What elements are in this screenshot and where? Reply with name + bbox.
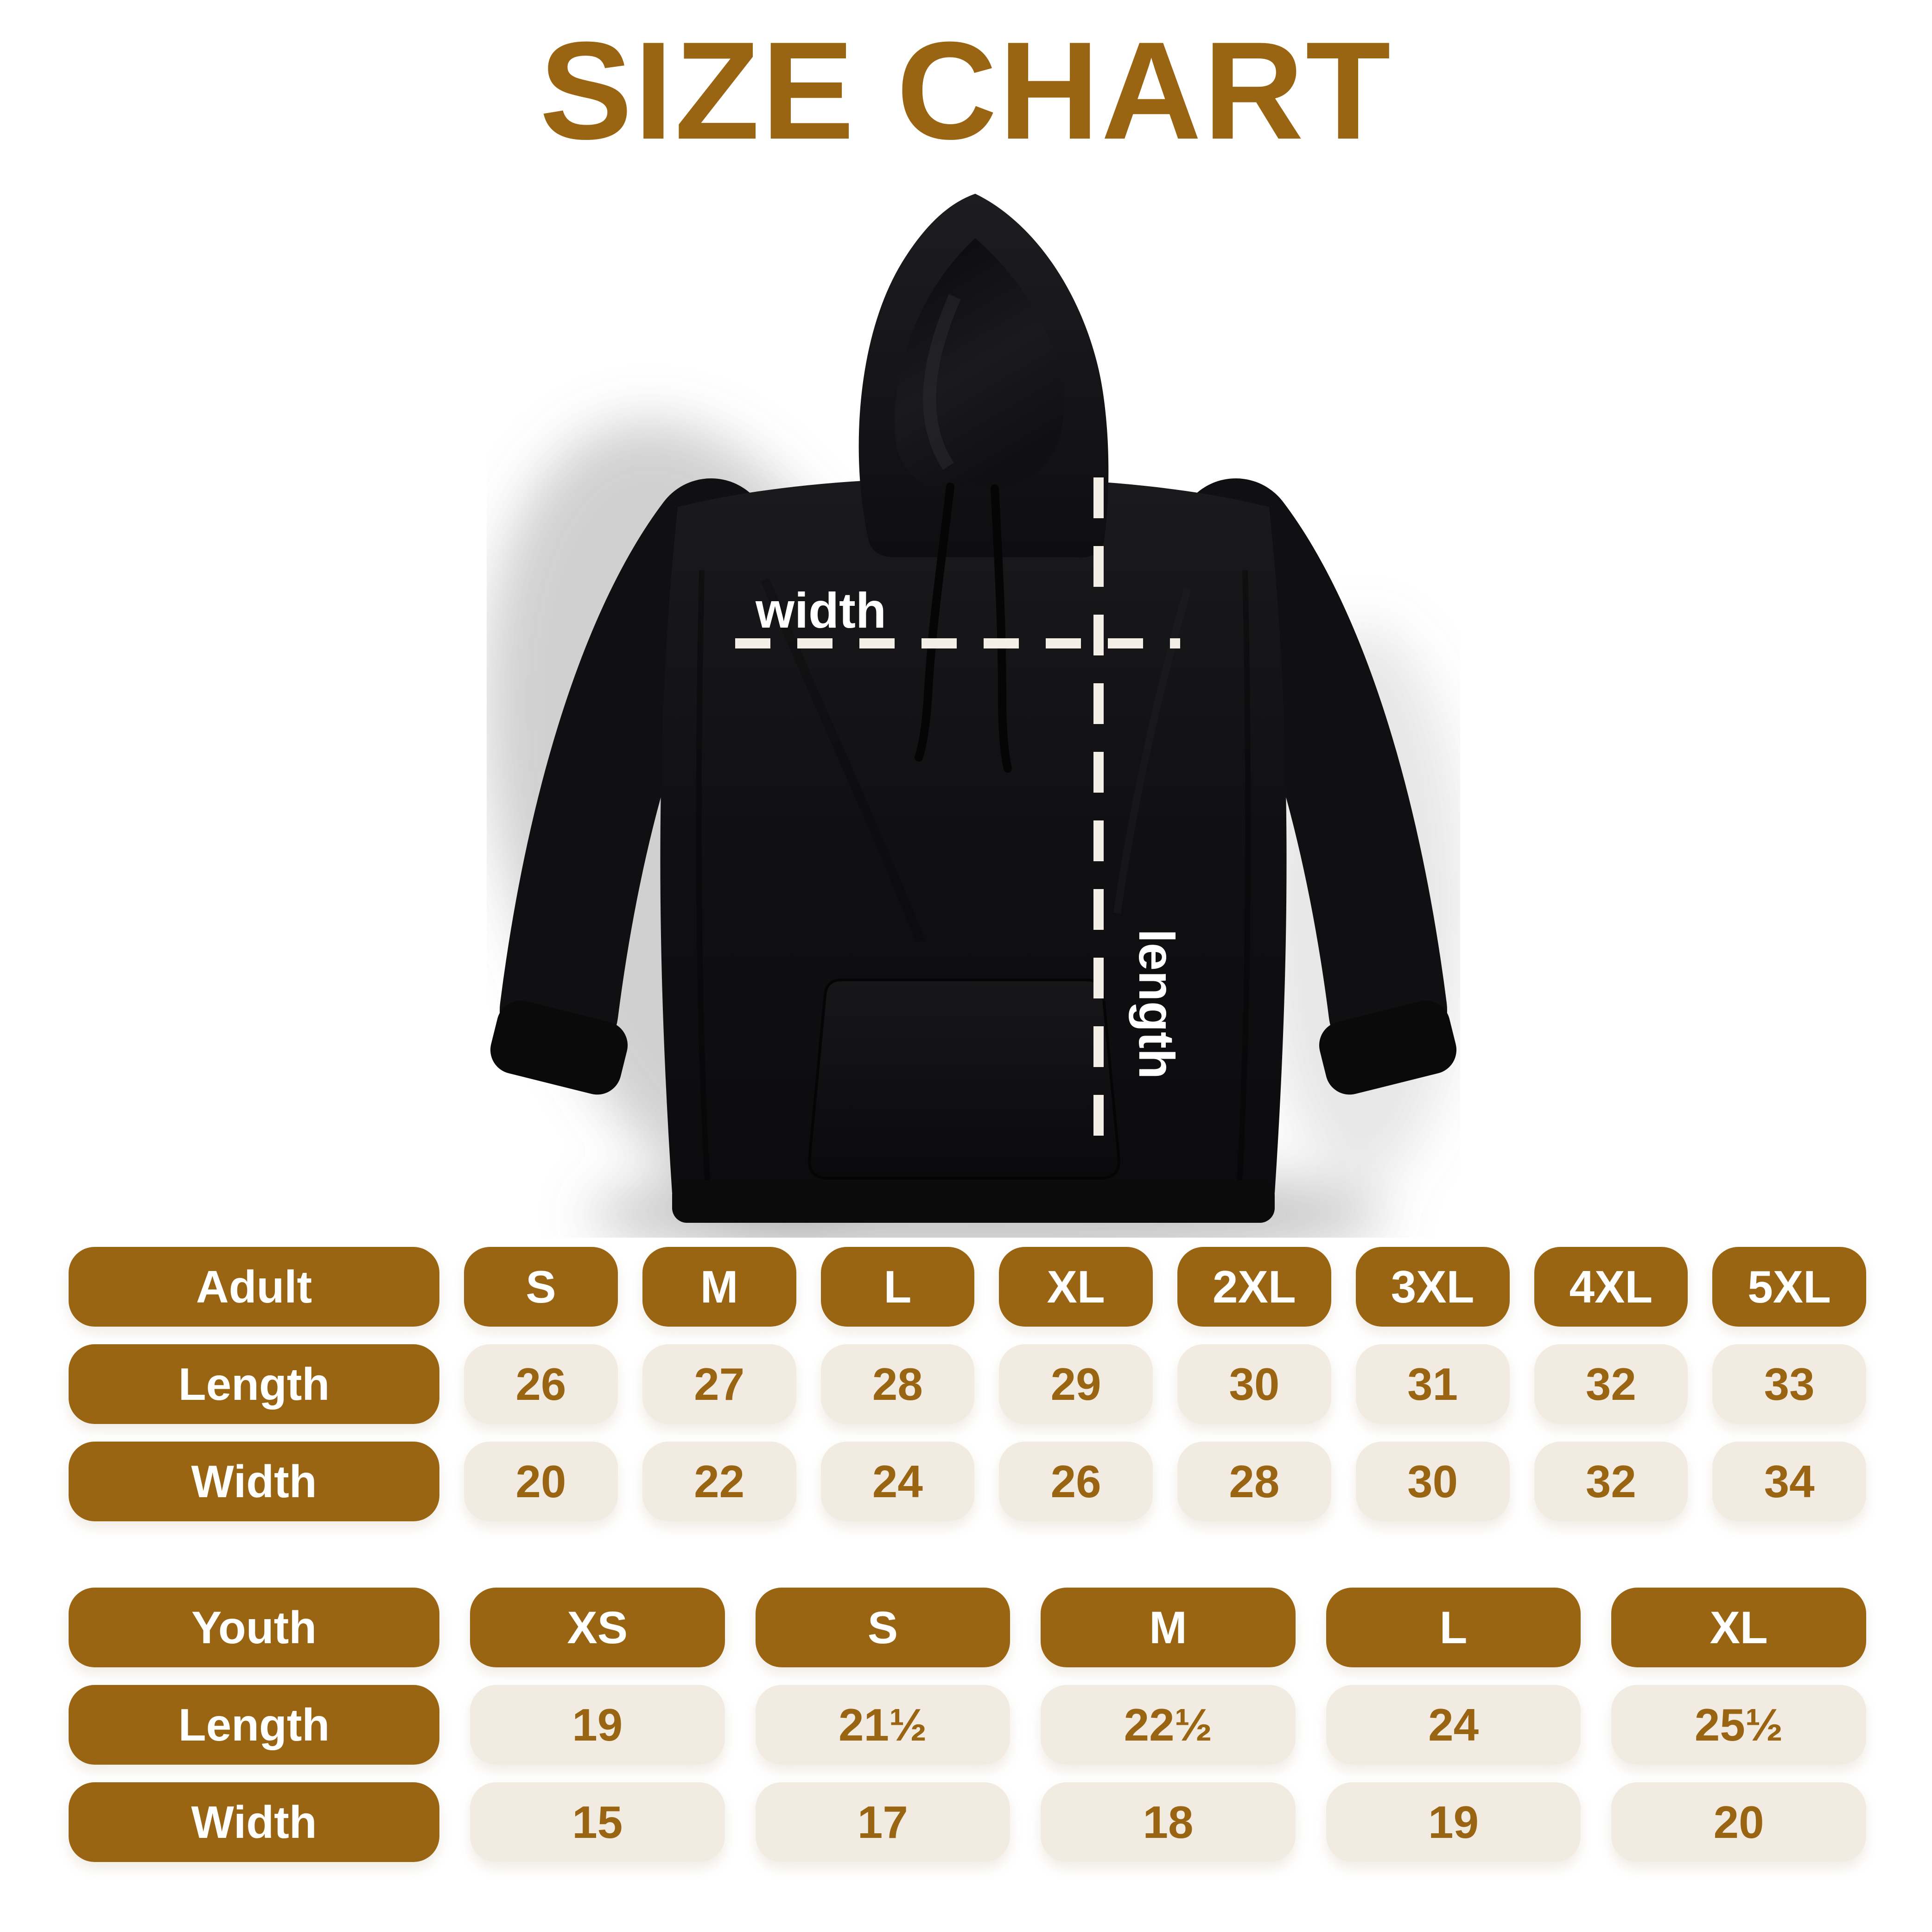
drawstring-left [915,483,954,762]
size-value-cell: 24 [1326,1685,1581,1765]
youth-size-table: Youth XS S M L XL Length 19 21½ 22½ 24 2… [69,1588,1866,1862]
size-value-cell: 34 [1712,1442,1866,1521]
size-value-cell: 25½ [1611,1685,1866,1765]
size-header-cell: 3XL [1355,1247,1510,1327]
hood-opening [895,238,1064,490]
hoodie-svg: width length [485,194,1465,1265]
size-value-cell: 20 [1611,1782,1866,1862]
size-value-cell: 20 [464,1442,618,1521]
size-value-cell: 26 [464,1344,618,1424]
size-header-cell: S [755,1588,1010,1667]
size-value-cell: 28 [820,1344,975,1424]
size-header-cell: 2XL [1177,1247,1331,1327]
size-value-cell: 31 [1355,1344,1510,1424]
size-value-cell: 33 [1712,1344,1866,1424]
hoodie-body [660,477,1287,1223]
size-value-cell: 18 [1041,1782,1296,1862]
size-value-cell: 28 [1177,1442,1331,1521]
hoodie-cuff-right [1319,1000,1457,1095]
measure-guides: width length [735,477,1185,1154]
size-value-cell: 19 [1326,1782,1581,1862]
hoodie-hem-band [672,1180,1275,1223]
size-value-cell: 21½ [755,1685,1010,1765]
size-value-cell: 32 [1534,1344,1688,1424]
table-row-label: Width [69,1782,439,1862]
table-row-label: Length [69,1685,439,1765]
size-value-cell: 19 [470,1685,725,1765]
hoodie-pocket [807,979,1121,1180]
table-row-label: Adult [69,1247,439,1327]
hoodie-illustration: width length [485,181,1465,1265]
size-value-cell: 24 [820,1442,975,1521]
table-row-label: Youth [69,1588,439,1667]
size-header-cell: XL [999,1247,1153,1327]
length-label: length [1129,929,1185,1079]
size-header-cell: L [1326,1588,1581,1667]
size-header-cell: XL [1611,1588,1866,1667]
drawstring-right [991,484,1012,773]
size-header-cell: M [1041,1588,1296,1667]
size-value-cell: 27 [642,1344,796,1424]
size-value-cell: 29 [999,1344,1153,1424]
size-header-cell: L [820,1247,975,1327]
page-title: SIZE CHART [540,13,1392,168]
size-value-cell: 32 [1534,1442,1688,1521]
size-value-cell: 30 [1177,1344,1331,1424]
size-header-cell: S [464,1247,618,1327]
size-value-cell: 22½ [1041,1685,1296,1765]
size-header-cell: XS [470,1588,725,1667]
size-header-cell: 5XL [1712,1247,1866,1327]
hoodie-cuff-left [490,1000,628,1095]
hoodie-hood [858,194,1109,773]
size-header-cell: M [642,1247,796,1327]
size-value-cell: 30 [1355,1442,1510,1521]
table-row-label: Length [69,1344,439,1424]
size-header-cell: 4XL [1534,1247,1688,1327]
size-value-cell: 17 [755,1782,1010,1862]
adult-size-table: Adult S M L XL 2XL 3XL 4XL 5XL Length 26… [69,1247,1866,1521]
table-row-label: Width [69,1442,439,1521]
size-value-cell: 26 [999,1442,1153,1521]
size-value-cell: 22 [642,1442,796,1521]
size-value-cell: 15 [470,1782,725,1862]
width-label: width [755,582,886,638]
